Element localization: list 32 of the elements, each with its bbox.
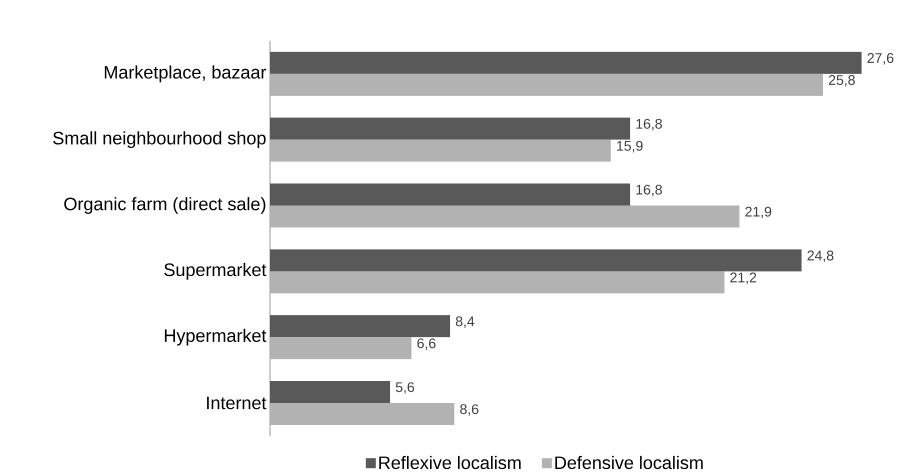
bar bbox=[270, 117, 630, 140]
bar bbox=[270, 380, 390, 403]
bar bbox=[270, 336, 412, 359]
data-label: 5,6 bbox=[396, 382, 414, 394]
y-tick-label: Small neighbourhood shop bbox=[53, 131, 266, 148]
bar bbox=[270, 249, 802, 272]
data-label: 6,6 bbox=[417, 338, 436, 350]
data-label: 21,9 bbox=[745, 206, 772, 218]
data-label: 27,6 bbox=[868, 52, 894, 64]
data-label: 21,2 bbox=[730, 272, 756, 284]
data-label: 25,8 bbox=[828, 74, 855, 86]
y-tick-label: Marketplace, bazaar bbox=[104, 65, 266, 82]
bar bbox=[270, 205, 740, 228]
y-tick-label: Hypermarket bbox=[164, 328, 266, 346]
bar bbox=[270, 74, 824, 96]
legend-label: Reflexive localism bbox=[379, 456, 521, 469]
y-tick-label: Internet bbox=[207, 396, 266, 410]
data-label: 8,4 bbox=[456, 316, 474, 328]
bar bbox=[270, 402, 454, 425]
y-tick-label: Organic farm (direct sale) bbox=[64, 196, 266, 214]
bar bbox=[270, 183, 630, 206]
y-tick-label: Supermarket bbox=[164, 262, 266, 280]
data-label: 16,8 bbox=[636, 118, 662, 130]
bar bbox=[270, 314, 450, 337]
bar bbox=[270, 271, 724, 294]
data-label: 8,6 bbox=[460, 404, 478, 416]
legend-label: Defensive localism bbox=[555, 456, 703, 469]
data-label: 24,8 bbox=[807, 250, 834, 262]
data-label: 15,9 bbox=[617, 140, 643, 152]
bar bbox=[270, 139, 611, 162]
data-label: 16,8 bbox=[636, 184, 662, 196]
bar bbox=[270, 52, 862, 74]
